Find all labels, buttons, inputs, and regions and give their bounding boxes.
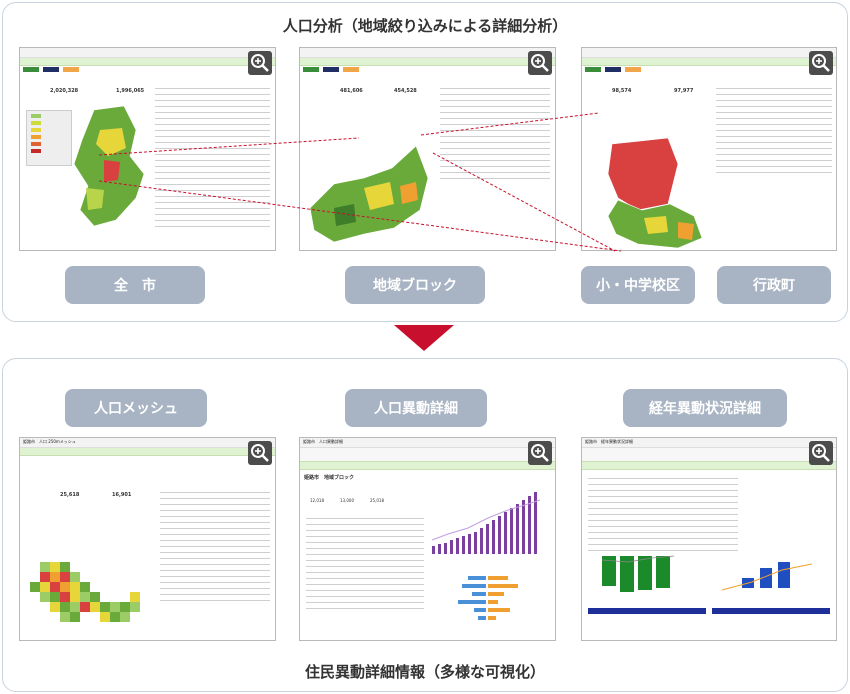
screenshot-header: [300, 48, 555, 58]
screenshot-header: [582, 48, 836, 58]
button-school-district[interactable]: 小・中学校区: [581, 266, 695, 304]
connector-lines: [98, 112, 622, 252]
city-map: [73, 105, 145, 227]
zoom-in-icon[interactable]: [248, 51, 272, 75]
screenshot-chip-row: [300, 66, 555, 73]
screenshot-area-block[interactable]: 481,606 454,528: [299, 47, 556, 251]
screenshot-population-movement[interactable]: 姫路市 人口異動詳細 姫路市 地域ブロック 12,018 13,000 25,0…: [299, 437, 556, 641]
screenshot-header: [20, 48, 275, 58]
zoom-in-icon[interactable]: [528, 441, 552, 465]
button-area-block[interactable]: 地域ブロック: [345, 266, 485, 304]
data-table: [155, 88, 270, 232]
data-table: [306, 518, 424, 614]
screenshot-header: 姫路市 人口異動詳細: [300, 438, 555, 448]
bottom-panel: 人口メッシュ 人口異動詳細 経年異動状況詳細 姫路市 人口 250mメッシュ 2…: [2, 358, 848, 692]
table-header-bar: [712, 608, 830, 614]
screenshot-filter-bar: [20, 448, 275, 456]
screenshot-header: 姫路市 人口 250mメッシュ: [20, 438, 275, 448]
data-table: [716, 88, 832, 178]
stat-left: 481,606: [340, 88, 363, 94]
button-administrative-town[interactable]: 行政町: [717, 266, 831, 304]
mini-line-bar-chart: [431, 492, 541, 554]
stat-right: 97,977: [674, 88, 694, 94]
data-table: [588, 478, 738, 556]
top-panel: 人口分析（地域絞り込みによる詳細分析） 2,020,328 1,996,065 …: [2, 2, 848, 322]
map-legend: [26, 110, 72, 166]
screenshot-subtitle: 姫路市 地域ブロック: [304, 475, 355, 481]
stat-right: 1,996,065: [116, 88, 145, 94]
stat-total: 25,018: [370, 498, 384, 503]
stat-right: 16,901: [112, 492, 132, 498]
stat-left: 2,020,328: [50, 88, 79, 94]
screenshot-chip-row: [582, 66, 836, 73]
screenshot-yearly-movement[interactable]: 姫路市 経年異動状況詳細: [581, 437, 837, 641]
zoom-in-icon[interactable]: [248, 441, 272, 465]
down-arrow-icon: [394, 325, 454, 351]
stat-left: 12,018: [310, 498, 324, 503]
table-header-bar: [588, 608, 706, 614]
screenshot-filter-bar: [582, 448, 836, 462]
stat-right: 13,000: [340, 498, 354, 503]
mini-blue-bar-chart: [721, 562, 813, 591]
screenshot-filter-bar: [300, 58, 555, 66]
button-yearly-movement[interactable]: 経年異動状況詳細: [623, 389, 787, 427]
screenshot-school-district[interactable]: 98,574 97,977: [581, 47, 837, 251]
stat-right: 454,528: [394, 88, 417, 94]
screenshot-header: 姫路市 経年異動状況詳細: [582, 438, 836, 448]
zoom-in-icon[interactable]: [809, 51, 833, 75]
data-table: [440, 88, 550, 184]
zoom-in-icon[interactable]: [809, 441, 833, 465]
district-map: [607, 137, 703, 249]
button-whole-city[interactable]: 全 市: [65, 266, 205, 304]
screenshot-population-mesh[interactable]: 姫路市 人口 250mメッシュ 25,618 16,901: [19, 437, 276, 641]
block-map: [309, 145, 429, 243]
stat-left: 25,618: [60, 492, 80, 498]
screenshot-chip-row: [20, 66, 275, 73]
screenshot-filter-bar: [582, 58, 836, 66]
mesh-map: [30, 562, 140, 622]
top-panel-title: 人口分析（地域絞り込みによる詳細分析）: [282, 17, 568, 35]
bottom-panel-title: 住民異動詳細情報（多様な可視化）: [304, 663, 545, 681]
screenshot-filter-bar: [300, 448, 555, 462]
data-table: [160, 492, 270, 606]
zoom-in-icon[interactable]: [528, 51, 552, 75]
mini-pyramid-chart: [458, 576, 518, 620]
button-population-movement[interactable]: 人口異動詳細: [345, 389, 487, 427]
screenshot-filter-bar-2: [582, 462, 836, 470]
screenshot-filter-bar: [20, 58, 275, 66]
stat-left: 98,574: [612, 88, 632, 94]
mini-green-bar-chart: [601, 555, 675, 592]
screenshot-filter-bar-2: [300, 462, 555, 470]
button-population-mesh[interactable]: 人口メッシュ: [65, 389, 207, 427]
screenshot-whole-city[interactable]: 2,020,328 1,996,065: [19, 47, 276, 251]
